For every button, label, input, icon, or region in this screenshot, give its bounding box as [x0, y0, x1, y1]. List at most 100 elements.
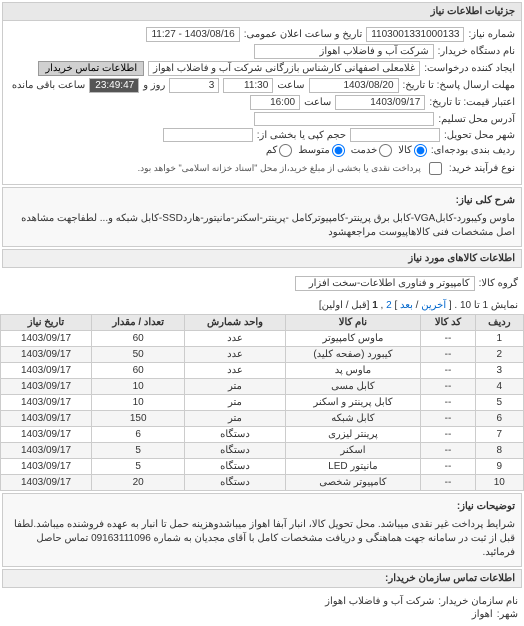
- table-cell: 50: [91, 347, 184, 363]
- notes-label: توضیحات نیاز:: [457, 500, 515, 514]
- col-qty: تعداد / مقدار: [91, 315, 184, 331]
- table-cell: --: [421, 379, 475, 395]
- table-cell: ماوس کامپیوتر: [285, 331, 421, 347]
- time-label-2: ساعت: [304, 97, 331, 108]
- table-cell: 20: [91, 475, 184, 491]
- col-name: نام کالا: [285, 315, 421, 331]
- table-row: 10--کامپیوتر شخصیدستگاه201403/09/17: [1, 475, 524, 491]
- deadline-label: مهلت ارسال پاسخ: تا تاریخ:: [403, 80, 515, 91]
- general-desc-label: شرح کلی نیاز:: [456, 194, 515, 208]
- table-cell: 1403/09/17: [1, 427, 92, 443]
- pager-suffix: [قبل / اولین]: [319, 300, 370, 311]
- pager-next[interactable]: بعد: [400, 300, 413, 311]
- table-cell: 5: [91, 459, 184, 475]
- table-cell: 2: [475, 347, 523, 363]
- table-cell: 1: [475, 331, 523, 347]
- table-cell: 8: [475, 443, 523, 459]
- table-cell: دستگاه: [185, 459, 285, 475]
- col-row: ردیف: [475, 315, 523, 331]
- table-cell: --: [421, 459, 475, 475]
- table-cell: متر: [185, 395, 285, 411]
- table-cell: عدد: [185, 347, 285, 363]
- table-cell: کابل مسی: [285, 379, 421, 395]
- time-label-1: ساعت: [277, 80, 304, 91]
- table-cell: 4: [475, 379, 523, 395]
- table-header-row: ردیف کد کالا نام کالا واحد شمارش تعداد /…: [1, 315, 524, 331]
- row-validity: اعتبار قیمت: تا تاریخ: 1403/09/17 ساعت 1…: [9, 95, 515, 110]
- need-no-label: شماره نیاز:: [468, 29, 515, 40]
- radio-service[interactable]: خدمت: [351, 144, 393, 157]
- notes-text: شرایط پرداخت غیر نقدی میباشد. محل تحویل …: [9, 518, 515, 560]
- table-row: 4--کابل مسیمتر101403/09/17: [1, 379, 524, 395]
- buyer-label: نام دستگاه خریدار:: [438, 46, 515, 57]
- radio-mid[interactable]: متوسط: [298, 144, 344, 157]
- table-cell: 150: [91, 411, 184, 427]
- group-field: کامپیوتر و فناوری اطلاعات-سخت افزار: [295, 276, 475, 291]
- radio-low-input[interactable]: [279, 144, 292, 157]
- table-cell: دستگاه: [185, 427, 285, 443]
- col-unit: واحد شمارش: [185, 315, 285, 331]
- col-code: کد کالا: [421, 315, 475, 331]
- general-desc-text: ماوس وکیبورد-کابلVGA-کابل برق پرینتر-کام…: [9, 212, 515, 240]
- radio-good-input[interactable]: [414, 144, 427, 157]
- table-cell: عدد: [185, 363, 285, 379]
- contact-button[interactable]: اطلاعات تماس خریدار: [38, 61, 144, 76]
- radio-mid-input[interactable]: [332, 144, 345, 157]
- row-process: نوع فرآیند خرید: پرداخت نقدی یا بخشی از …: [9, 159, 515, 178]
- table-cell: دستگاه: [185, 443, 285, 459]
- table-cell: پرینتر لیزری: [285, 427, 421, 443]
- table-row: 5--کابل پرینتر و اسکنرمتر101403/09/17: [1, 395, 524, 411]
- table-cell: --: [421, 475, 475, 491]
- table-cell: 6: [475, 411, 523, 427]
- radio-service-input[interactable]: [379, 144, 392, 157]
- pager-first[interactable]: آخرین: [421, 300, 446, 311]
- table-cell: 5: [91, 443, 184, 459]
- days-field: 3: [169, 78, 219, 93]
- validity-time: 16:00: [250, 95, 300, 110]
- table-cell: 1403/09/17: [1, 331, 92, 347]
- table-cell: --: [421, 347, 475, 363]
- row-delivery-addr: آدرس محل تسلیم:: [9, 112, 515, 126]
- table-cell: کیبورد (صفحه کلید): [285, 347, 421, 363]
- table-cell: 1403/09/17: [1, 411, 92, 427]
- deadline-date: 1403/08/20: [309, 78, 399, 93]
- table-cell: عدد: [185, 331, 285, 347]
- table-cell: مانیتور LED: [285, 459, 421, 475]
- process-checkbox[interactable]: [429, 162, 442, 175]
- announce-label: تاریخ و ساعت اعلان عمومی:: [244, 29, 363, 40]
- org-label: نام سازمان خریدار:: [438, 596, 518, 607]
- panel-title: جزئیات اطلاعات نیاز: [3, 3, 521, 21]
- city-label: شهر:: [497, 609, 518, 620]
- delivery-city-field: [350, 128, 440, 142]
- goods-table: ردیف کد کالا نام کالا واحد شمارش تعداد /…: [0, 314, 524, 491]
- group-label: گروه کالا:: [479, 278, 518, 289]
- table-cell: کابل شبکه: [285, 411, 421, 427]
- buyer-field: شرکت آب و فاضلاب اهواز: [254, 44, 434, 59]
- row-buyer: نام دستگاه خریدار: شرکت آب و فاضلاب اهوا…: [9, 44, 515, 59]
- table-cell: --: [421, 331, 475, 347]
- notes-box: توضیحات نیاز: شرایط پرداخت غیر نقدی میبا…: [2, 493, 522, 567]
- table-cell: اسکنر: [285, 443, 421, 459]
- requester-field: غلامعلی اصفهانی کارشناس بازرگانی شرکت آب…: [148, 61, 420, 76]
- table-cell: 10: [91, 379, 184, 395]
- table-cell: متر: [185, 379, 285, 395]
- table-cell: --: [421, 427, 475, 443]
- org-value: شرکت آب و فاضلاب اهواز: [325, 596, 434, 607]
- table-cell: --: [421, 363, 475, 379]
- table-cell: 5: [475, 395, 523, 411]
- footer-title: اطلاعات تماس سازمان خریدار:: [2, 569, 522, 588]
- radio-good[interactable]: کالا: [398, 144, 427, 157]
- delivery-vol-field: [163, 128, 253, 142]
- radio-low[interactable]: کم: [266, 144, 292, 157]
- table-row: 6--کابل شبکهمتر1501403/09/17: [1, 411, 524, 427]
- table-cell: کامپیوتر شخصی: [285, 475, 421, 491]
- requester-label: ایجاد کننده درخواست:: [424, 63, 515, 74]
- table-cell: ماوس پد: [285, 363, 421, 379]
- announce-field: 1403/08/16 - 11:27: [146, 27, 239, 42]
- remaining-label: ساعت باقی مانده: [12, 80, 85, 91]
- table-cell: کابل پرینتر و اسکنر: [285, 395, 421, 411]
- need-no-field: 1103001331000133: [366, 27, 464, 42]
- row-deadline: مهلت ارسال پاسخ: تا تاریخ: 1403/08/20 سا…: [9, 78, 515, 93]
- table-cell: 1403/09/17: [1, 475, 92, 491]
- delivery-addr-field: [254, 112, 434, 126]
